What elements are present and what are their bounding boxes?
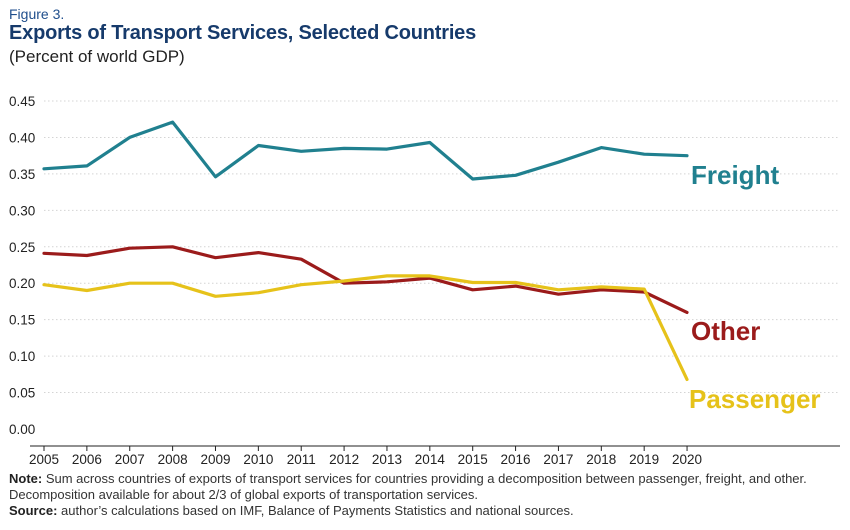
- x-tick-label: 2013: [372, 452, 402, 467]
- source-label: Source:: [9, 503, 58, 518]
- series-label-freight: Freight: [691, 160, 779, 190]
- x-tick-label: 2012: [329, 452, 359, 467]
- y-tick-label: 0.10: [9, 349, 35, 364]
- chart-title: Exports of Transport Services, Selected …: [9, 22, 477, 44]
- note-line: Note: Sum across countries of exports of…: [9, 471, 844, 503]
- note-label: Note:: [9, 471, 43, 486]
- series-line-passenger: [42, 274, 689, 381]
- x-tick-label: 2008: [158, 452, 188, 467]
- x-tick-label: 2006: [72, 452, 102, 467]
- x-tick-label: 2007: [115, 452, 145, 467]
- x-tick-label: 2016: [501, 452, 531, 467]
- x-tick-label: 2018: [586, 452, 616, 467]
- y-tick-label: 0.35: [9, 167, 35, 182]
- source-line: Source: author’s calculations based on I…: [9, 503, 844, 519]
- series-label-passenger: Passenger: [689, 384, 821, 414]
- y-tick-label: 0.00: [9, 422, 35, 437]
- x-tick-label: 2005: [29, 452, 59, 467]
- series-line-other: [42, 245, 689, 314]
- x-tick-label: 2010: [243, 452, 273, 467]
- y-tick-label: 0.15: [9, 313, 35, 328]
- y-tick-label: 0.05: [9, 386, 35, 401]
- note-text: Sum across countries of exports of trans…: [9, 471, 807, 502]
- x-tick-label: 2014: [415, 452, 446, 467]
- x-tick-label: 2017: [543, 452, 573, 467]
- series-line-freight: [42, 120, 689, 181]
- source-text: author’s calculations based on IMF, Bala…: [61, 503, 574, 518]
- y-tick-label: 0.40: [9, 130, 35, 145]
- y-tick-label: 0.20: [9, 276, 35, 291]
- figure-label: Figure 3.: [9, 6, 65, 22]
- chart-subtitle: (Percent of world GDP): [9, 47, 185, 66]
- x-tick-label: 2019: [629, 452, 659, 467]
- y-tick-label: 0.25: [9, 240, 35, 255]
- x-tick-label: 2011: [287, 452, 316, 467]
- x-tick-label: 2015: [458, 452, 488, 467]
- x-tick-label: 2009: [200, 452, 230, 467]
- y-tick-label: 0.30: [9, 203, 35, 218]
- x-tick-label: 2020: [672, 452, 702, 467]
- chart-notes: Note: Sum across countries of exports of…: [9, 471, 844, 519]
- y-tick-label: 0.45: [9, 94, 35, 109]
- line-chart: 0.00 0.05 0.10 0.15 0.20 0.25 0.30 0.35 0.40 0.45…: [9, 94, 840, 467]
- series-label-other: Other: [691, 316, 760, 346]
